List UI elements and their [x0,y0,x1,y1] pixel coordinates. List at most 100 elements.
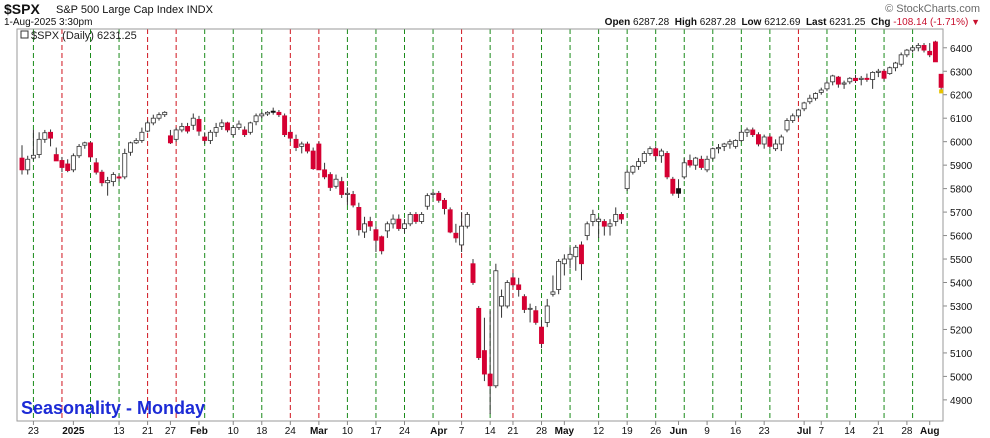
x-tick-label: 28 [901,426,913,437]
candle-body [681,162,687,178]
candle-body [322,169,328,178]
candle [476,305,482,360]
candle [150,114,156,126]
candle-body [270,110,276,113]
candle [442,198,447,215]
y-tick-label: 6100 [950,114,973,125]
y-tick-label: 4900 [950,396,973,407]
x-tick-label: 2025 [62,426,85,437]
low-value: 6212.69 [764,17,801,28]
x-tick-label: 17 [370,426,382,437]
candle [721,142,727,152]
candle [145,120,151,133]
candle [676,179,681,199]
candle-body [299,143,305,147]
candle-body [887,67,893,74]
candle-body [362,223,367,233]
candle [333,174,339,189]
x-tick-label: 13 [113,426,125,437]
y-tick-label: 6000 [950,138,973,149]
candle [841,80,847,89]
candle-body [59,160,65,168]
candle [293,134,299,152]
candle [481,317,487,382]
candle [567,247,573,269]
candle-body [504,282,510,307]
candle [105,176,111,196]
low-label: Low [741,17,762,28]
candle-body [795,109,801,117]
candle [447,207,453,234]
candle [367,216,373,231]
candle [790,113,796,123]
candle [339,176,345,199]
candle-body [910,47,916,51]
candle [641,151,647,164]
candle-body [807,97,813,103]
candle-body [116,176,122,179]
candle [282,113,288,137]
y-tick-label: 6400 [950,44,973,55]
x-tick-label: 23 [759,426,771,437]
candle [93,158,99,175]
candle [156,112,162,121]
candle-body [82,142,88,146]
x-tick-label: 19 [622,426,634,437]
candle [847,77,853,85]
candle [527,303,533,323]
chart-security-name: S&P 500 Large Cap Index INDX [56,4,213,16]
candle-body [653,148,659,157]
candle-body [824,82,830,90]
candle-body [641,153,647,163]
candle [556,259,562,295]
candle-body [436,192,442,201]
candle-body [373,229,379,241]
legend: $SPX (Daily) 6231.25 [20,30,137,42]
candle [590,209,596,227]
candle [162,111,168,118]
candle-body [670,178,676,194]
candle [681,158,687,180]
candle [533,305,539,325]
candle-body [70,155,76,171]
candle-body [156,114,162,119]
candle-body [88,142,93,158]
candle [65,159,71,173]
x-tick-label: 10 [342,426,354,437]
candle-body [424,195,430,207]
candle-body [516,284,522,290]
candle [904,48,910,58]
candle-body [778,136,784,145]
chg-value: -108.14 (-1.71%) [893,17,969,28]
candle-body [693,157,699,166]
candle [356,202,362,236]
candle [750,127,756,137]
candle [139,127,145,143]
candle [396,214,402,231]
candle-body [93,162,99,173]
candle-body [607,223,613,227]
candle-body [442,199,447,209]
candle-body [30,154,36,159]
candle [864,73,870,82]
candle [322,162,328,180]
candle-body [647,148,653,154]
candle [710,147,716,161]
candle [915,43,921,52]
candle-body [590,214,596,222]
x-tick-label: Jul [797,426,812,437]
stockcharts-brand[interactable]: © StockCharts.com [885,3,980,15]
y-tick-label: 5800 [950,185,973,196]
candle [219,119,225,130]
candle [470,259,476,285]
candle-body [932,41,938,63]
candle [870,71,876,89]
candle-body [350,194,356,206]
last-label: Last [805,17,827,28]
candle [402,219,407,234]
open-value: 6287.28 [633,17,670,28]
candle-body [236,123,242,128]
candle-body [527,307,533,310]
candle [858,75,864,86]
candle-body [767,136,773,147]
